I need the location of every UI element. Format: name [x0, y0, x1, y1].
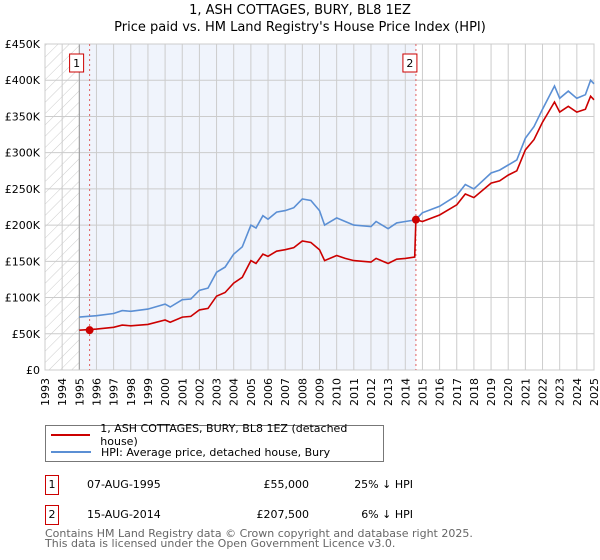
plot-border [44, 43, 595, 371]
x-tick-label: 2001 [176, 378, 189, 406]
x-tick-label: 2016 [434, 378, 447, 406]
y-tick-label: £400K [5, 74, 41, 87]
x-tick-label: 1998 [125, 378, 138, 406]
x-tick-label: 2022 [537, 378, 550, 406]
transaction-hpi-diff: 6% ↓ HPI [361, 508, 413, 521]
x-tick-label: 2020 [502, 378, 515, 406]
x-tick-label: 2017 [451, 378, 464, 406]
x-tick-label: 2021 [519, 378, 532, 406]
x-tick-label: 2025 [588, 378, 600, 406]
sale-point [411, 215, 420, 224]
x-tick-label: 2015 [416, 378, 429, 406]
transaction-price: £55,000 [263, 478, 310, 491]
x-tick-label: 2014 [399, 378, 412, 406]
footer-licence: This data is licensed under the Open Gov… [45, 537, 396, 550]
x-tick-label: 1997 [108, 378, 121, 406]
x-tick-label: 1995 [73, 378, 86, 406]
series-line [79, 94, 595, 331]
y-tick-label: £250K [5, 183, 41, 196]
x-tick-label: 2011 [348, 378, 361, 406]
sale-point [85, 326, 94, 335]
x-tick-label: 2012 [365, 378, 378, 406]
transaction-row: 1 07-AUG-1995 £55,000 25% ↓ HPI [45, 475, 445, 495]
legend-item-hpi: HPI: Average price, detached house, Bury [51, 444, 330, 460]
x-tick-label: 1996 [90, 378, 103, 406]
y-tick-label: £350K [5, 110, 41, 123]
legend-label-hpi: HPI: Average price, detached house, Bury [101, 445, 331, 459]
x-tick-label: 2024 [571, 378, 584, 406]
annotation-box [402, 53, 418, 73]
x-tick-label: 2002 [193, 378, 206, 406]
y-tick-label: £450K [5, 38, 41, 51]
x-tick-label: 2009 [314, 378, 327, 406]
y-tick-label: £50K [12, 328, 41, 341]
x-tick-label: 2004 [228, 378, 241, 406]
transaction-date: 07-AUG-1995 [87, 478, 161, 491]
shaded-period [79, 44, 416, 370]
transaction-price: £207,500 [256, 508, 310, 521]
x-tick-label: 2003 [211, 378, 224, 406]
transaction-badge: 1 [45, 475, 59, 495]
legend: 1, ASH COTTAGES, BURY, BL8 1EZ (detached… [45, 422, 384, 462]
x-tick-label: 1999 [142, 378, 155, 406]
legend-swatch-red [51, 434, 91, 436]
transaction-hpi-diff: 25% ↓ HPI [354, 478, 413, 491]
x-tick-label: 2013 [382, 378, 395, 406]
annotation-label: 2 [406, 57, 413, 70]
x-tick-label: 2018 [468, 378, 481, 406]
x-tick-label: 2000 [159, 378, 172, 406]
footer-copyright: Contains HM Land Registry data © Crown c… [45, 527, 473, 540]
annotation-label: 1 [73, 57, 80, 70]
footer: Contains HM Land Registry data © Crown c… [45, 527, 473, 550]
transaction-date: 15-AUG-2014 [87, 508, 161, 521]
transaction-badge: 2 [45, 505, 59, 525]
y-tick-label: £0 [26, 364, 40, 377]
price-chart: 1993 1994 1995 1996 1997 1998 1999 2000 2001 2002… [5, 38, 600, 406]
x-tick-label: 2010 [331, 378, 344, 406]
legend-label-property: 1, ASH COTTAGES, BURY, BL8 1EZ (detached… [100, 422, 348, 448]
y-tick-label: £300K [5, 147, 41, 160]
legend-item-property: 1, ASH COTTAGES, BURY, BL8 1EZ (detached… [51, 422, 383, 448]
x-tick-label: 2019 [485, 378, 498, 406]
y-tick-label: £100K [5, 292, 41, 305]
x-tick-label: 2005 [245, 378, 258, 406]
x-tick-label: 1994 [56, 378, 69, 406]
chart-subtitle: Price paid vs. HM Land Registry's House … [114, 20, 486, 35]
x-tick-label: 2006 [262, 378, 275, 406]
x-tick-label: 1993 [39, 378, 52, 406]
x-tick-label: 2007 [279, 378, 292, 406]
y-tick-label: £200K [5, 219, 41, 232]
chart-title: 1, ASH COTTAGES, BURY, BL8 1EZ [189, 3, 411, 18]
x-tick-label: 2008 [296, 378, 309, 406]
legend-swatch-blue [51, 451, 91, 453]
annotation-box [69, 53, 85, 73]
y-tick-label: £150K [5, 255, 41, 268]
series-line [79, 78, 595, 318]
transaction-row: 2 15-AUG-2014 £207,500 6% ↓ HPI [45, 505, 445, 525]
x-tick-label: 2023 [554, 378, 567, 406]
